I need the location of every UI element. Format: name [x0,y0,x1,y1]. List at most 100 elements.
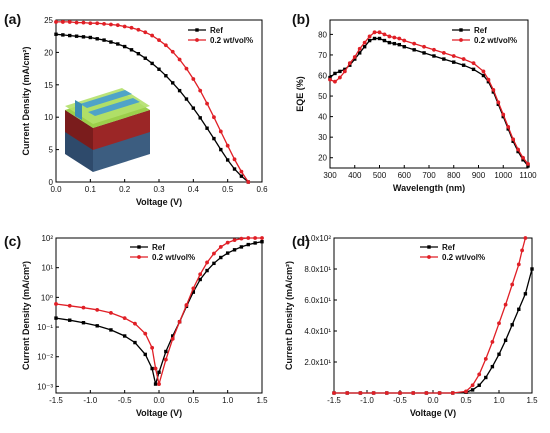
data-point [143,56,147,60]
data-point [95,307,100,312]
data-point [129,48,134,52]
panel-letter: (b) [292,11,310,27]
data-point [177,88,182,93]
x-tick-label: 400 [348,171,362,180]
y-tick-label: 25 [44,16,53,25]
y-tick-label: 0 [49,178,54,187]
data-point [432,54,436,58]
y-tick-label: 2.0x10¹ [304,358,331,367]
y-tick-label: 10⁻³ [37,382,53,391]
data-point [143,352,147,357]
data-point [501,112,506,117]
data-point [521,158,525,162]
x-tick-label: -1.0 [360,396,374,405]
legend-label: 0.2 wt/vol% [152,253,195,262]
data-point [95,21,100,26]
series-ref [54,32,250,184]
data-point [503,338,508,342]
data-point [61,33,65,37]
data-point [198,88,203,93]
x-tick-label: -0.5 [393,396,407,405]
data-point [177,57,182,62]
data-point [81,321,86,325]
data-point [481,73,486,78]
data-point [163,357,168,362]
data-point [523,236,528,240]
data-point [81,305,86,310]
data-point [68,33,72,38]
data-point [232,238,237,242]
data-point [397,36,402,41]
legend-label: Ref [442,243,455,252]
data-point [191,286,196,291]
data-point [353,57,357,61]
data-point [501,114,505,119]
x-tick-label: 0.0 [153,396,165,405]
data-point [422,44,426,49]
y-tick-label: 50 [318,92,327,101]
data-point [496,100,501,105]
data-point [521,155,525,160]
data-point [387,34,392,39]
data-point [511,137,516,142]
legend-marker [137,245,141,249]
data-point [358,391,363,395]
data-point [239,169,244,174]
data-point [387,40,392,45]
data-point [367,38,372,43]
data-point [338,75,342,80]
data-point [253,241,257,245]
data-point [411,391,416,395]
data-point [136,51,141,56]
data-point [490,364,495,369]
chart-panel-3: (c) -1.5 -1.0 -0.5 0.0 0.5 1.0 1.5 10⁻³ 10⁻² 10⁻¹ 1… [4,233,268,418]
data-point [451,54,456,58]
data-point [333,79,337,84]
x-tick-label: 0.3 [153,185,165,194]
data-point [358,51,362,55]
y-tick-label: 10² [41,234,53,243]
x-tick-label: 0.0 [50,185,62,194]
data-point [377,30,382,35]
x-tick-label: 1.5 [526,396,538,405]
data-point [477,372,482,377]
data-point [102,21,106,26]
y-axis-title: Current Density (mA/cm²) [284,261,294,370]
panel-letter: (d) [292,233,310,249]
data-point [54,32,58,36]
series-line [334,268,533,394]
data-point [333,71,337,76]
legend-marker [195,28,199,32]
data-point [253,236,258,240]
data-point [239,245,244,249]
data-point [526,161,530,166]
chart-panel-2: (b) 300 400 500 600 700 800 900 1000 1100 20 30 40 50… [292,11,537,193]
legend-marker [137,255,141,259]
x-axis-title: Voltage (V) [136,408,182,418]
data-point [67,20,72,24]
data-point [95,37,99,41]
data-point [342,69,347,74]
data-point [367,34,372,39]
data-point [68,318,72,322]
data-point [362,45,367,49]
data-point [54,302,58,306]
data-point [402,38,407,43]
data-point [232,248,237,252]
data-point [171,334,175,338]
x-tick-label: -1.5 [49,396,63,405]
data-point [212,136,216,141]
data-point [191,77,196,81]
y-tick-label: 8.0x10¹ [304,265,331,274]
data-point [212,251,216,256]
y-tick-label: 10⁰ [41,293,53,302]
data-point [328,77,332,82]
data-point [490,339,495,344]
series-line [55,241,263,385]
data-point [157,370,161,374]
data-point [163,43,168,48]
data-point [338,69,342,74]
data-point [136,27,141,32]
y-tick-label: 1.0x10² [304,234,331,243]
